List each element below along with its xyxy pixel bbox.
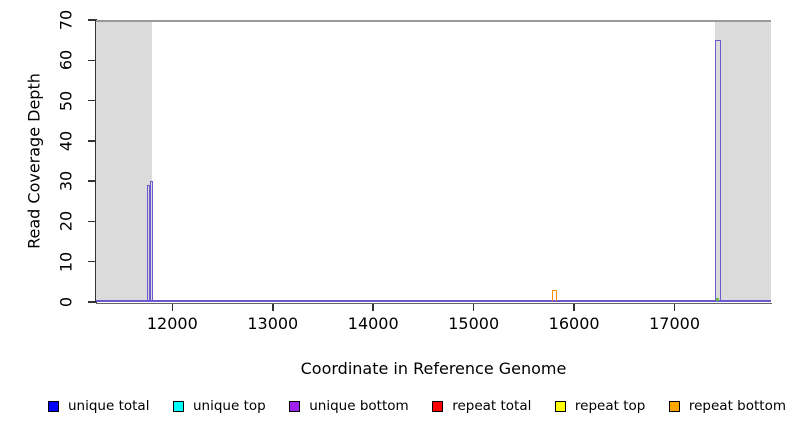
x-tick-label: 13000 [247,314,299,333]
legend: unique total unique top unique bottom repea… [48,395,786,417]
legend-item-repeat-bottom: repeat bottom [668,398,786,414]
y-axis-line [95,19,97,303]
unique-coverage-spike-left [147,185,151,301]
y-tick-label: 0 [56,296,76,308]
legend-item-repeat-top: repeat top [554,398,646,414]
x-tick-mark [673,304,676,311]
legend-label: repeat top [574,398,646,414]
y-tick-label: 40 [56,130,76,152]
x-tick-mark [573,304,575,311]
x-tick-label: 14000 [347,314,399,333]
legend-swatch-icon [173,400,184,412]
x-tick-label: 12000 [146,314,198,333]
legend-label: unique top [193,398,266,414]
y-tick-label: 30 [56,170,76,192]
unique-coverage-spike-right [714,40,721,301]
y-tick-label: 60 [56,50,76,71]
legend-item-unique-top: unique top [173,398,266,414]
max-depth-line [96,20,771,22]
legend-swatch-icon [289,400,301,412]
plot-area [96,20,771,302]
x-tick-mark [171,304,174,311]
y-tick-mark [88,140,95,142]
y-tick-mark [88,301,95,303]
x-tick-mark [472,304,475,311]
y-axis-title: Read Coverage Depth [24,73,44,249]
y-tick-mark [88,220,95,223]
legend-swatch-icon [432,400,444,412]
y-tick-mark [88,180,95,182]
x-tick-mark [272,304,274,311]
masked-region [96,21,153,302]
x-axis-line [96,303,772,304]
base-mark [715,298,719,301]
repeat-bottom-spike [551,289,558,301]
legend-label: unique total [68,398,150,414]
unique-coverage-spike-left [149,181,154,301]
legend-swatch-icon [48,400,59,412]
legend-item-repeat-total: repeat total [432,398,531,414]
legend-label: repeat total [452,398,532,414]
y-tick-label: 20 [56,211,76,232]
legend-label: unique bottom [309,398,409,414]
zero-coverage-line [96,300,771,302]
y-tick-label: 50 [56,90,76,111]
y-tick-mark [88,59,95,62]
x-tick-label: 15000 [448,314,500,333]
y-tick-mark [88,19,95,21]
x-tick-label: 17000 [649,314,701,333]
x-tick-mark [372,304,374,311]
y-tick-label: 10 [56,251,76,272]
legend-item-unique-total: unique total [48,398,149,414]
legend-label: repeat bottom [688,398,786,414]
y-tick-mark [88,99,95,102]
x-axis-title: Coordinate in Reference Genome [300,359,567,378]
x-tick-label: 16000 [548,314,600,333]
legend-swatch-icon [554,400,566,412]
y-tick-label: 70 [56,9,76,31]
legend-swatch-icon [668,400,680,412]
y-tick-mark [88,260,95,263]
masked-region [714,21,771,302]
legend-item-unique-bottom: unique bottom [289,398,409,414]
